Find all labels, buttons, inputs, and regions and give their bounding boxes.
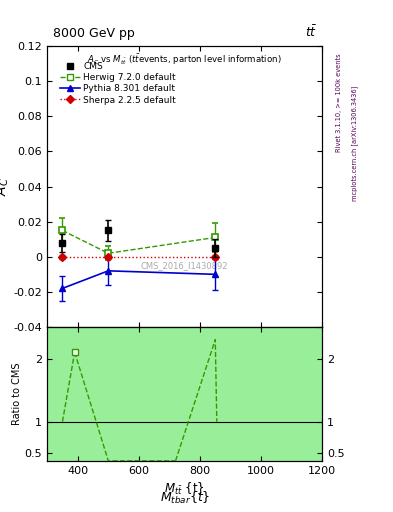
Text: mcplots.cern.ch [arXiv:1306.3436]: mcplots.cern.ch [arXiv:1306.3436]: [352, 86, 358, 201]
Text: $t\bar{t}$: $t\bar{t}$: [305, 25, 317, 40]
X-axis label: $M_{t\bar{t}}$ {t}: $M_{t\bar{t}}$ {t}: [164, 481, 205, 497]
Y-axis label: $A_C$: $A_C$: [0, 177, 11, 196]
Text: CMS_2016_I1430892: CMS_2016_I1430892: [141, 261, 228, 270]
Text: Rivet 3.1.10, >= 100k events: Rivet 3.1.10, >= 100k events: [336, 53, 342, 152]
Text: 8000 GeV pp: 8000 GeV pp: [53, 28, 134, 40]
Y-axis label: Ratio to CMS: Ratio to CMS: [12, 362, 22, 425]
Text: $A_C$ vs $M_{t\bar{t}}$ ($t\bar{t}$events, parton level information): $A_C$ vs $M_{t\bar{t}}$ ($t\bar{t}$event…: [87, 52, 282, 67]
Legend: CMS, Herwig 7.2.0 default, Pythia 8.301 default, Sherpa 2.2.5 default: CMS, Herwig 7.2.0 default, Pythia 8.301 …: [57, 59, 179, 107]
Text: $M_{\mathit{tbar}}\{t\}$: $M_{\mathit{tbar}}\{t\}$: [160, 490, 210, 506]
